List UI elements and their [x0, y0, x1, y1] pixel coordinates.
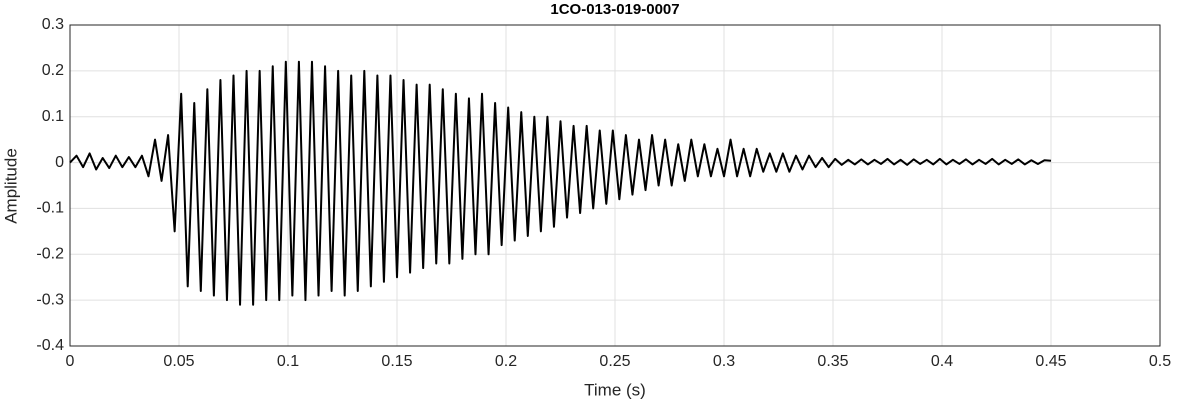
y-tick-label: 0	[55, 154, 64, 171]
y-tick-label: -0.3	[36, 291, 64, 308]
y-axis-label: Amplitude	[1, 148, 20, 224]
x-tick-label: 0.1	[277, 353, 299, 370]
waveform	[69, 60, 1052, 306]
y-tick-label: 0.1	[42, 108, 64, 125]
x-tick-label: 0.3	[713, 353, 735, 370]
x-axis-label: Time (s)	[584, 380, 646, 399]
y-tick-label: -0.1	[36, 200, 64, 217]
x-tick-label: 0.45	[1035, 353, 1066, 370]
y-tick-label: 0.2	[42, 62, 64, 79]
x-tick-label: 0.35	[817, 353, 848, 370]
plot-frame	[69, 24, 1161, 347]
x-tick-label: 0	[66, 353, 75, 370]
x-tick-label: 0.05	[163, 353, 194, 370]
chart-title: 1CO-013-019-0007	[550, 1, 679, 18]
x-tick-label: 0.5	[1149, 353, 1171, 370]
x-tick-label: 0.15	[381, 353, 412, 370]
x-tick-label: 0.2	[495, 353, 517, 370]
x-tick-label: 0.4	[931, 353, 953, 370]
y-tick-label: 0.3	[42, 16, 64, 33]
y-tick-label: -0.2	[36, 246, 64, 263]
y-tick-label: -0.4	[36, 337, 64, 354]
x-tick-label: 0.25	[599, 353, 630, 370]
